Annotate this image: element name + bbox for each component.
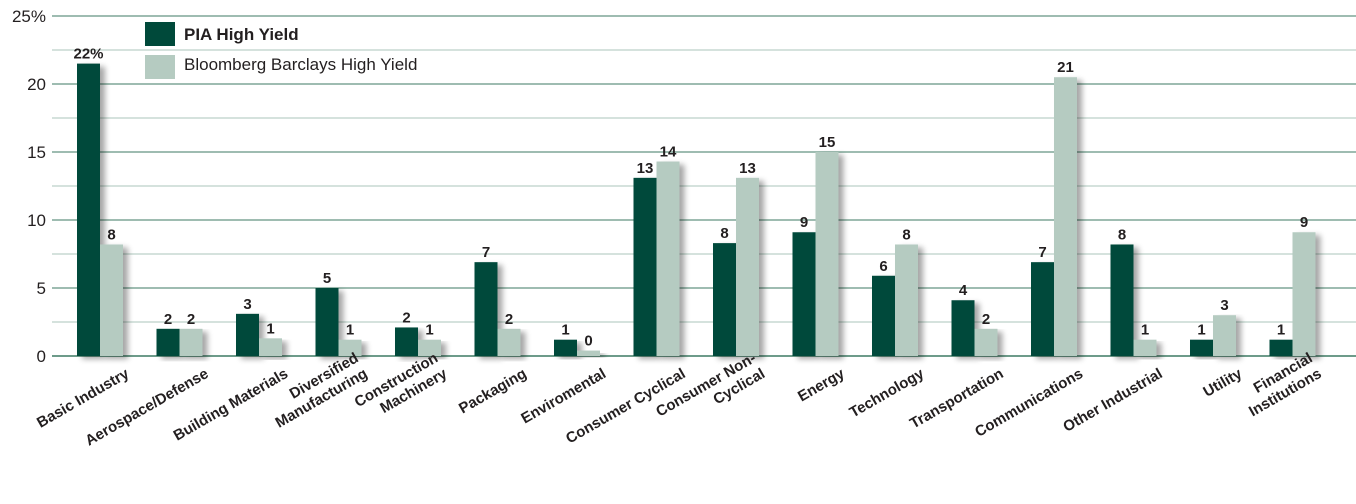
bar-pia: [951, 300, 975, 356]
bar-pia: [77, 63, 100, 356]
legend: PIA High Yield Bloomberg Barclays High Y…: [145, 22, 417, 79]
category-label: Packaging: [456, 365, 529, 417]
data-label-pia: 13: [637, 160, 654, 177]
y-tick-label: 10: [27, 211, 46, 230]
y-tick-label: 20: [27, 75, 46, 94]
y-tick-label: 25%: [12, 7, 46, 26]
bar-pia: [633, 177, 657, 356]
data-label-pia: 7: [1038, 244, 1046, 261]
category-label: ConstructionMachinery: [352, 349, 451, 426]
bar-bloomberg: [338, 339, 362, 356]
category-label: Consumer Non-Cyclical: [653, 350, 768, 437]
bar-pia: [474, 262, 498, 356]
bar-bloomberg: [895, 244, 918, 356]
data-label-pia: 8: [1118, 226, 1126, 243]
data-label-pia: 1: [1277, 322, 1285, 339]
legend-label-pia: PIA High Yield: [184, 25, 299, 44]
data-label-bloomberg: 1: [266, 320, 274, 337]
bars: [77, 63, 1316, 356]
data-label-pia: 2: [164, 311, 172, 328]
bar-bloomberg: [815, 152, 839, 356]
bar-bloomberg: [259, 338, 282, 356]
data-label-pia: 5: [323, 270, 331, 287]
bar-bloomberg: [577, 350, 600, 356]
bar-bloomberg: [497, 328, 521, 356]
data-label-bloomberg: 0: [584, 333, 592, 350]
category-label: Energy: [795, 365, 848, 405]
legend-swatch-bloomberg: [145, 55, 175, 79]
bar-bloomberg: [100, 244, 123, 356]
bar-pia: [236, 313, 259, 356]
bar-bloomberg: [1213, 315, 1236, 356]
data-label-pia: 9: [800, 214, 808, 231]
data-label-pia: 4: [959, 282, 968, 299]
data-label-pia: 3: [243, 296, 251, 313]
category-label: FinancialInstitutions: [1237, 350, 1324, 421]
data-label-pia: 1: [1197, 322, 1205, 339]
data-label-bloomberg: 1: [346, 322, 354, 339]
y-axis-ticks: 0 5 10 15 20 25%: [12, 7, 46, 366]
data-label-bloomberg: 2: [505, 311, 513, 328]
data-label-pia: 7: [482, 244, 490, 261]
data-label-bloomberg: 3: [1220, 297, 1228, 314]
bar-bloomberg: [1054, 77, 1077, 356]
data-label-pia: 1: [561, 322, 569, 339]
data-label-bloomberg: 8: [107, 226, 115, 243]
bar-pia: [1110, 244, 1134, 356]
bar-bloomberg: [1133, 339, 1157, 356]
data-label-bloomberg: 2: [187, 311, 195, 328]
data-label-pia: 22%: [73, 46, 103, 63]
data-label-pia: 2: [402, 309, 410, 326]
bar-pia: [156, 328, 180, 356]
bar-pia: [713, 243, 736, 356]
bar-pia: [792, 232, 816, 356]
bar-bloomberg: [1292, 232, 1316, 356]
bar-pia: [1269, 339, 1293, 356]
data-label-bloomberg: 15: [819, 134, 836, 151]
category-label: Utility: [1200, 365, 1245, 401]
bar-pia: [1190, 339, 1213, 356]
data-label-bloomberg: 1: [425, 322, 433, 339]
y-tick-label: 0: [37, 347, 46, 366]
bar-bloomberg: [179, 328, 203, 356]
legend-swatch-pia: [145, 22, 175, 46]
data-label-bloomberg: 8: [902, 226, 910, 243]
data-label-bloomberg: 2: [982, 311, 990, 328]
bar-pia: [395, 327, 418, 356]
gridlines: [52, 15, 1356, 357]
bar-pia: [554, 339, 577, 356]
data-label-bloomberg: 14: [660, 144, 677, 161]
bar-bloomberg: [418, 339, 441, 356]
bar-pia: [1031, 262, 1054, 356]
bar-pia: [872, 275, 895, 356]
data-label-bloomberg: 21: [1057, 59, 1074, 76]
legend-label-bloomberg: Bloomberg Barclays High Yield: [184, 55, 417, 74]
bar-pia: [315, 288, 339, 356]
data-label-pia: 6: [879, 258, 887, 275]
bar-bloomberg: [656, 161, 680, 356]
bar-bloomberg: [974, 328, 998, 356]
y-tick-label: 5: [37, 279, 46, 298]
data-label-pia: 8: [720, 225, 728, 242]
data-label-bloomberg: 9: [1300, 214, 1308, 231]
data-label-bloomberg: 13: [739, 160, 756, 177]
data-label-bloomberg: 1: [1141, 322, 1149, 339]
category-label: DiversifiedManufacturing: [264, 350, 371, 432]
bar-bloomberg: [736, 177, 759, 356]
y-tick-label: 15: [27, 143, 46, 162]
x-axis-category-labels: Basic IndustryAerospace/DefenseBuilding …: [34, 349, 1325, 450]
